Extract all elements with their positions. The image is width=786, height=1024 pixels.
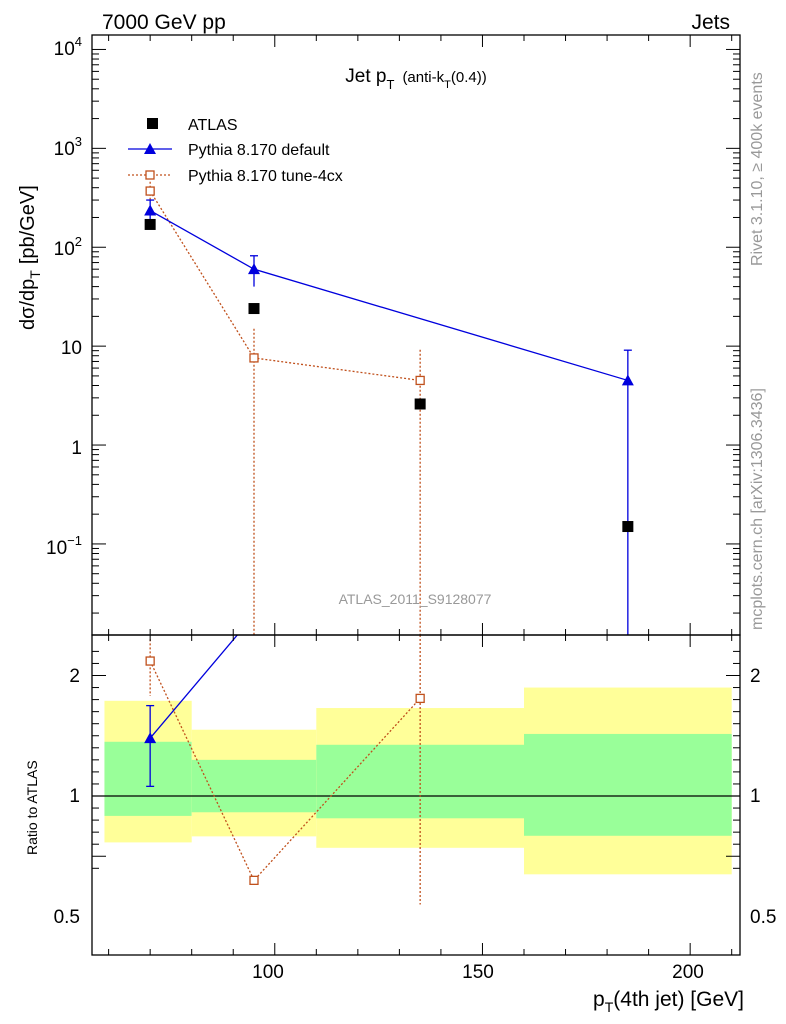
legend-label-atlas: ATLAS xyxy=(188,117,238,134)
ratio-line-tune4cx xyxy=(149,660,421,882)
ratio-band-inner-0 xyxy=(104,741,192,816)
legend-label-default: Pythia 8.170 default xyxy=(188,142,330,159)
ytick-label-1: 1 xyxy=(71,438,82,459)
rivet-label: Rivet 3.1.10, ≥ 400k events xyxy=(749,72,766,266)
point-atlas-1 xyxy=(248,303,260,315)
header-left: 7000 GeV pp xyxy=(102,11,226,34)
point-default-1 xyxy=(248,263,260,275)
main-title: Jet pT (anti-kT(0.4)) xyxy=(345,66,486,92)
ytick-label-1em1: 10−1 xyxy=(46,533,82,559)
ratio-point-tune4cx-1 xyxy=(249,875,259,885)
ratio-band-inner-2 xyxy=(316,744,524,819)
analysis-label: ATLAS_2011_S9128077 xyxy=(339,591,492,607)
legend-marker-atlas xyxy=(147,118,158,129)
point-atlas-0 xyxy=(144,218,156,230)
ratio-band-inner-3 xyxy=(524,733,732,836)
ratio-point-tune4cx-2 xyxy=(415,693,425,704)
ratio-band-inner-1 xyxy=(191,759,317,813)
mcplots-label: mcplots.cern.ch [arXiv:1306.3436] xyxy=(749,388,766,630)
ratio-ytick-2-right: 2 xyxy=(750,666,761,687)
xtick-label-200: 200 xyxy=(672,962,704,983)
ratio-point-tune4cx-0 xyxy=(145,656,155,666)
ytick-label-10: 10 xyxy=(61,338,82,359)
ratio-ytick-05-left: 0.5 xyxy=(54,907,80,928)
ratio-point-default-0 xyxy=(144,732,157,744)
point-tune4cx-1 xyxy=(249,353,259,363)
point-default-0 xyxy=(144,204,157,216)
ytick-label-1e2: 102 xyxy=(54,234,82,260)
ratio-line-default xyxy=(149,635,239,739)
xtick-label-150: 150 xyxy=(462,962,494,983)
legend-label-tune4cx: Pythia 8.170 tune-4cx xyxy=(188,168,343,185)
ratio-y-label: Ratio to ATLAS xyxy=(24,760,40,855)
legend-marker-default xyxy=(144,143,156,154)
header-right: Jets xyxy=(691,11,730,34)
ratio-ytick-1-left: 1 xyxy=(69,786,80,807)
point-tune4cx-2 xyxy=(415,375,425,386)
main-y-label: dσ/dpT[pb/GeV] xyxy=(17,185,43,330)
ratio-ytick-2-left: 2 xyxy=(69,666,80,687)
ratio-ytick-05-right: 0.5 xyxy=(750,907,776,928)
xtick-label-100: 100 xyxy=(252,962,284,983)
point-atlas-3 xyxy=(622,521,634,533)
ratio-uncertainty-bands xyxy=(92,687,740,875)
ratio-panel-data xyxy=(144,635,425,905)
point-default-2 xyxy=(621,374,634,386)
point-atlas-2 xyxy=(414,398,426,410)
ratio-ytick-1-right: 1 xyxy=(750,786,761,807)
axis-ticks xyxy=(92,35,740,955)
main-panel-data xyxy=(144,181,634,635)
series-line-default xyxy=(149,209,629,382)
point-tune4cx-0 xyxy=(145,186,155,196)
ratio-panel-frame xyxy=(91,634,741,956)
ytick-label-1e4: 104 xyxy=(54,34,82,60)
ytick-label-1e3: 103 xyxy=(54,134,82,160)
series-line-tune4cx xyxy=(149,190,421,382)
x-axis-label: pT(4th jet) [GeV] xyxy=(593,988,744,1015)
legend-marker-tune4cx xyxy=(145,170,155,180)
